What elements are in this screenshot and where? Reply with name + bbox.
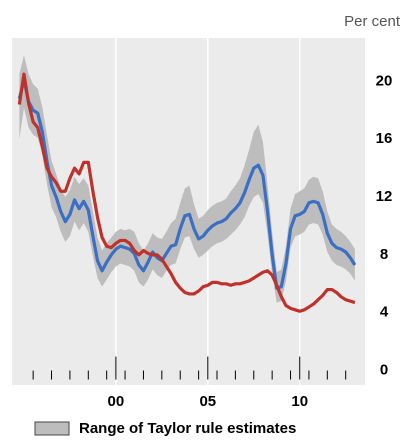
- legend-label: Range of Taylor rule estimates: [79, 420, 296, 437]
- y-tick-label: 20: [376, 72, 393, 89]
- x-tick-label: 00: [108, 393, 125, 410]
- y-tick-label: 12: [376, 188, 393, 205]
- x-tick-label: 10: [291, 393, 308, 410]
- y-tick-label: 4: [380, 304, 389, 321]
- y-tick-label: 8: [380, 246, 388, 263]
- y-tick-label: 0: [380, 362, 388, 379]
- y-tick-label: 16: [376, 130, 393, 147]
- line: [17, 78, 357, 290]
- legend-swatch: [34, 421, 70, 436]
- line: [17, 72, 356, 313]
- x-tick-label: 05: [199, 393, 216, 410]
- unit-label: Per cent: [344, 13, 401, 30]
